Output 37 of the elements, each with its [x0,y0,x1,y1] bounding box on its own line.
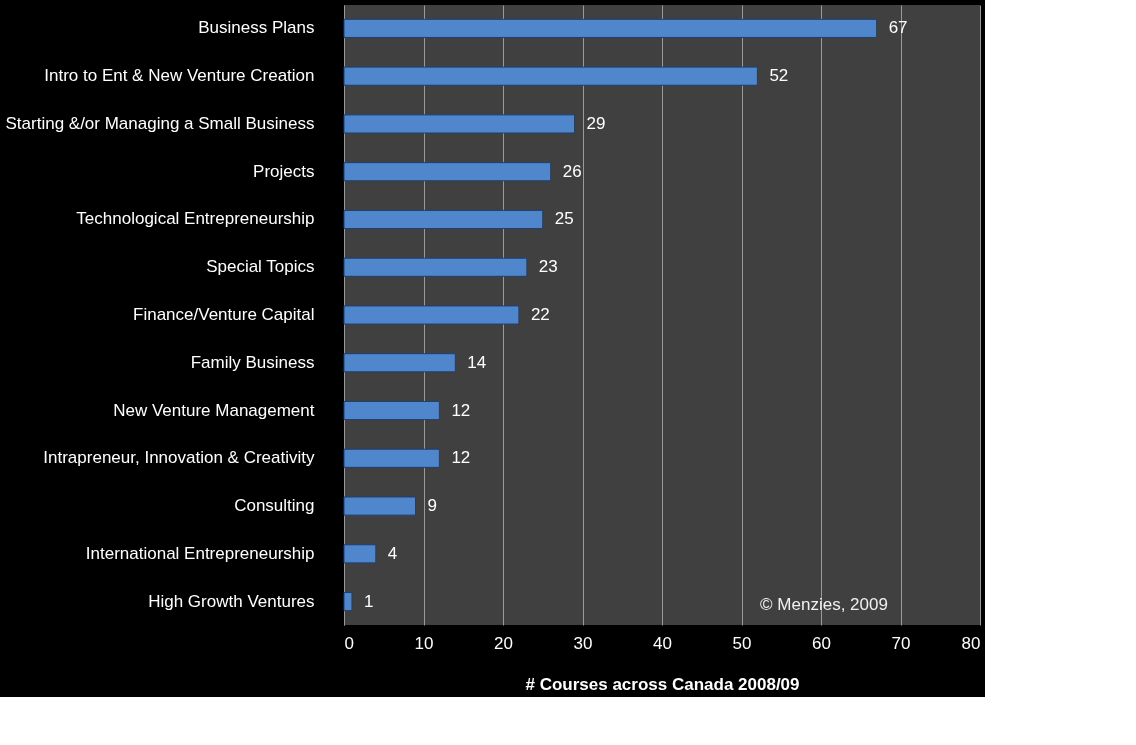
y-tick-label: Special Topics [206,257,315,277]
data-label: 4 [387,543,398,563]
y-tick-label: Intro to Ent & New Venture Creation [44,66,315,86]
y-tick-label: Family Business [190,352,315,372]
y-tick-label: Intrapreneur, Innovation & Creativity [43,448,315,468]
data-label: 12 [451,400,471,420]
data-label: 22 [530,305,550,324]
x-tick-label: 70 [891,633,911,653]
data-label: 9 [427,496,438,516]
y-tick-label: Projects [253,161,315,181]
y-tick-label: Business Plans [198,18,315,38]
x-tick-label: 30 [573,633,593,653]
annotation: © Menzies, 2009 [760,595,888,614]
y-tick-label: Finance/Venture Capital [133,305,315,324]
x-axis-title: # Courses across Canada 2008/09 [525,674,800,694]
y-tick-label: Starting &/or Managing a Small Business [5,113,315,133]
x-tick-label: 0 [344,633,354,653]
y-tick-label: New Venture Management [113,400,315,420]
y-tick-label: High Growth Ventures [148,591,315,611]
x-tick-label: 10 [414,633,434,653]
y-tick-label: Technological Entrepreneurship [76,209,315,229]
data-label: 14 [467,352,487,372]
x-tick-label: 20 [494,633,513,653]
y-tick-label: International Entrepreneurship [85,543,315,563]
data-label: 29 [586,113,606,133]
data-label: 25 [554,209,574,229]
data-label: 67 [888,18,908,38]
data-label: 12 [451,448,471,468]
data-label: 1 [363,591,374,611]
x-tick-label: 80 [961,633,981,653]
x-tick-label: 40 [653,633,672,653]
x-tick-label: 60 [812,633,831,653]
data-label: 52 [769,66,789,86]
x-tick-label: 50 [732,633,752,653]
y-tick-label: Consulting [234,496,315,516]
data-label: 23 [538,257,558,277]
data-label: 26 [562,161,582,181]
